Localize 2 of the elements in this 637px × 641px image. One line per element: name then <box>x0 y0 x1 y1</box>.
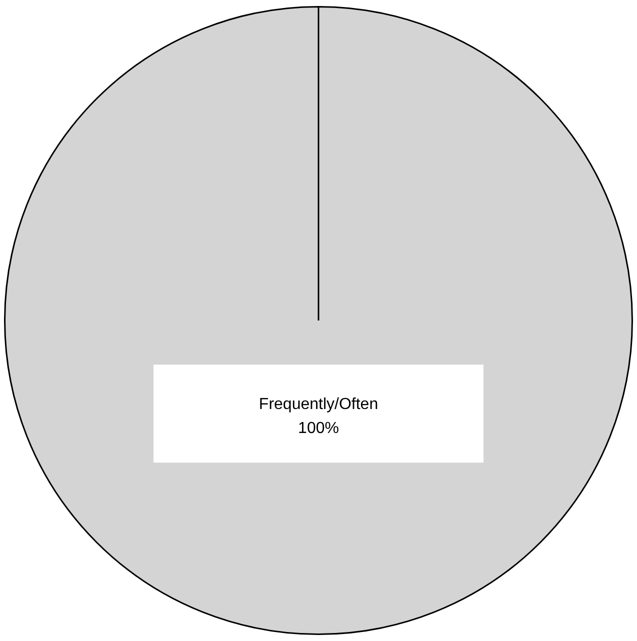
data-label: 100% <box>298 420 339 438</box>
slice-label: Frequently/Often <box>258 396 378 414</box>
